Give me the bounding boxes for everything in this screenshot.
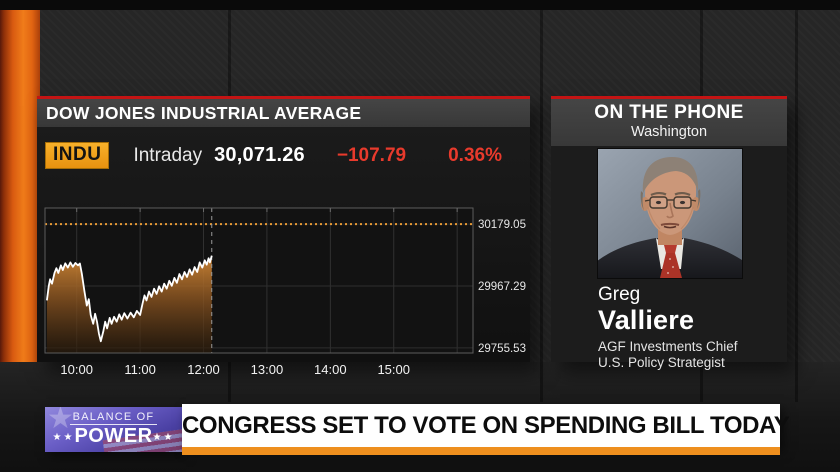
headline-text: CONGRESS SET TO VOTE ON SPENDING BILL TO…	[182, 412, 790, 439]
headline-accent-stripe	[182, 447, 780, 455]
indu-intraday-chart: 30179.05 29967.29 29755.53 10:00 11:00 12:00 1…	[44, 207, 526, 377]
top-letterbox-bar	[0, 0, 840, 10]
svg-text:14:00: 14:00	[314, 362, 347, 377]
show-logo-balance-of-power: BALANCE OF ★★POWER★★	[45, 407, 182, 452]
price-change: −107.79	[336, 144, 407, 166]
svg-text:29755.53: 29755.53	[478, 343, 526, 355]
guest-panel: ON THE PHONE Washington	[551, 96, 787, 370]
wall-seam	[795, 10, 798, 402]
guest-name-block: Greg Valliere AGF Investments Chief U.S.…	[598, 284, 787, 372]
series-label: Intraday	[133, 144, 203, 166]
guest-title-line2: U.S. Policy Strategist	[598, 355, 725, 371]
svg-text:13:00: 13:00	[251, 362, 284, 377]
guest-title-line1: AGF Investments Chief	[598, 338, 738, 354]
guest-location: Washington	[630, 124, 708, 140]
show-logo-line1: BALANCE OF	[69, 411, 158, 425]
chart-title: DOW JONES INDUSTRIAL AVERAGE	[37, 99, 530, 127]
svg-text:10:00: 10:00	[60, 362, 93, 377]
show-logo-power: POWER	[74, 425, 153, 447]
svg-text:11:00: 11:00	[124, 362, 156, 377]
svg-text:30179.05: 30179.05	[478, 219, 526, 231]
headline-banner: CONGRESS SET TO VOTE ON SPENDING BILL TO…	[182, 404, 790, 447]
guest-photo	[592, 149, 748, 278]
market-chart-panel: DOW JONES INDUSTRIAL AVERAGE INDU Intrad…	[37, 96, 530, 377]
svg-text:15:00: 15:00	[377, 362, 410, 377]
show-logo-line2: ★★POWER★★	[45, 425, 182, 448]
on-the-phone-kicker: ON THE PHONE	[594, 102, 744, 123]
svg-text:12:00: 12:00	[187, 362, 220, 377]
guest-title: AGF Investments Chief U.S. Policy Strate…	[598, 339, 787, 373]
guest-last-name: Valliere	[598, 305, 695, 336]
last-price: 30,071.26	[214, 144, 305, 166]
svg-text:29967.29: 29967.29	[478, 281, 526, 293]
star-icon: ★★	[52, 432, 75, 443]
panel-accent-line	[37, 96, 530, 99]
ticker-symbol-badge: INDU	[45, 142, 110, 169]
chart-body: INDU Intraday 30,071.26 −107.79 0.36% 30…	[37, 127, 530, 377]
star-icon: ★★	[152, 432, 175, 443]
guest-first-name: Greg	[598, 284, 641, 305]
guest-panel-header: ON THE PHONE Washington	[551, 99, 787, 146]
panel-accent-line	[551, 96, 787, 99]
quote-row: INDU Intraday 30,071.26 −107.79 0.36%	[45, 142, 502, 169]
guest-portrait-illustration	[592, 149, 748, 278]
price-change-percent: 0.36%	[448, 144, 502, 166]
wall-seam	[540, 10, 543, 402]
